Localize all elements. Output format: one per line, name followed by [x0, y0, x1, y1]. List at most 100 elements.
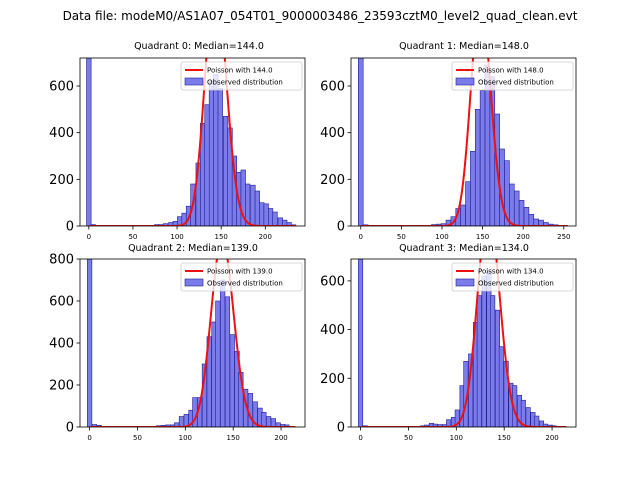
legend: Poisson with 134.0 Observed distribution: [451, 262, 574, 292]
x-tick-label: 150: [214, 233, 227, 241]
histogram-bar: [358, 58, 364, 226]
histogram-bar: [272, 211, 278, 226]
axes-frame: [350, 258, 577, 428]
panel-quadrant-0: Quadrant 0: Median=144.0 0 200 400 600 0 50 10…: [49, 41, 306, 241]
legend-bar-swatch: [184, 278, 204, 287]
histogram-bar: [509, 183, 515, 226]
legend-line-label: Poisson with 139.0: [207, 268, 273, 276]
x-tick-label: 50: [404, 434, 413, 442]
histogram-bar: [518, 200, 525, 226]
plot-area-quadrant-1: 0 200 400 600 0 50 100 150 200 250 Poisson with 14…: [320, 57, 577, 241]
y-tick-label: 0: [66, 220, 74, 235]
histogram-bar: [528, 214, 535, 226]
panel-quadrant-3: Quadrant 3: Median=134.0 0 200 400 600 0 50 10…: [320, 243, 577, 442]
histogram-bar: [224, 296, 231, 427]
histogram-bar: [208, 81, 215, 226]
histogram-bar: [490, 295, 496, 427]
x-tick-label: 150: [476, 233, 489, 241]
histogram-bar: [358, 259, 364, 427]
histogram-bar: [86, 259, 93, 427]
legend-bar-label: Observed distribution: [478, 280, 554, 288]
histogram-bar: [222, 116, 229, 226]
y-tick-label: 200: [320, 372, 345, 387]
histogram-bar: [534, 415, 540, 427]
histogram-bar: [470, 151, 476, 226]
x-tick-label: 0: [359, 233, 363, 241]
x-tick-label: 100: [179, 434, 192, 442]
x-tick-label: 0: [87, 233, 91, 241]
histogram-bar: [267, 208, 274, 226]
y-tick-label: 400: [320, 126, 345, 141]
x-tick-label: 50: [133, 434, 142, 442]
histogram-bar: [286, 222, 292, 226]
x-tick-label: 50: [128, 233, 137, 241]
plot-area-quadrant-0: 0 200 400 600 0 50 100 150 200 Poisson with 144.0…: [49, 57, 306, 241]
histogram-bar: [217, 88, 223, 226]
plot-area-quadrant-2: 0 200 400 600 800 0 50 100 150 200 Poisson with 13…: [49, 253, 306, 442]
histogram-bar: [86, 58, 92, 226]
plot-area-quadrant-3: 0 200 400 600 0 50 100 150 200 Poisson with 134.0…: [320, 258, 577, 442]
legend-bar-swatch: [184, 77, 204, 86]
y-tick-label: 200: [320, 173, 345, 188]
legend-box: [451, 262, 574, 292]
legend-line-label: Poisson with 134.0: [478, 268, 544, 276]
histogram-bar: [476, 295, 482, 427]
legend-bar-label: Observed distribution: [478, 79, 554, 87]
x-tick-label: 150: [227, 434, 240, 442]
poisson-curve: [361, 58, 568, 226]
x-tick-label: 100: [435, 233, 448, 241]
histogram-bar: [498, 346, 504, 427]
axes-frame: [79, 57, 306, 227]
histogram-bar: [437, 424, 443, 427]
y-tick-label: 200: [49, 173, 74, 188]
legend: Poisson with 139.0 Observed distribution: [180, 262, 303, 292]
panel-quadrant-2: Quadrant 2: Median=139.0 0 200 400 600 800 0 5…: [49, 243, 306, 442]
x-tick-label: 0: [87, 434, 91, 442]
legend-line-label: Poisson with 144.0: [207, 67, 273, 75]
histogram-bar: [245, 183, 251, 226]
histogram-bars: [86, 259, 290, 427]
histogram-bar: [204, 104, 210, 226]
histogram-bar: [259, 202, 265, 226]
y-tick-label: 0: [337, 421, 345, 436]
y-tick-label: 400: [49, 337, 74, 352]
y-tick-label: 600: [49, 295, 74, 310]
x-tick-label: 200: [517, 233, 530, 241]
histogram-bar: [250, 184, 256, 226]
legend: Poisson with 144.0 Observed distribution: [180, 61, 303, 91]
histogram-bar: [220, 279, 226, 427]
histogram-bar: [266, 416, 272, 427]
histogram-bar: [533, 218, 539, 226]
x-tick-label: 100: [450, 434, 463, 442]
legend-bar-swatch: [455, 77, 475, 86]
x-tick-label: 250: [557, 233, 570, 241]
histogram-bar: [263, 203, 269, 226]
y-tick-label: 600: [49, 80, 74, 95]
histogram-bar: [270, 418, 277, 427]
poisson-curve: [90, 259, 296, 427]
legend-line-label: Poisson with 148.0: [478, 67, 544, 75]
x-tick-label: 200: [274, 434, 287, 442]
histogram-bar: [474, 109, 481, 226]
y-tick-label: 0: [337, 220, 345, 235]
legend-box: [451, 61, 574, 91]
legend-bar-label: Observed distribution: [207, 280, 283, 288]
x-tick-label: 200: [259, 233, 272, 241]
histogram-bar: [215, 300, 221, 427]
y-tick-label: 800: [49, 253, 74, 268]
histogram-bar: [254, 190, 260, 226]
histogram-bar: [178, 416, 185, 427]
y-tick-label: 400: [320, 323, 345, 338]
histogram-bar: [525, 407, 531, 427]
y-tick-label: 0: [66, 421, 74, 436]
histogram-bar: [481, 275, 487, 427]
histogram-bar: [277, 217, 283, 226]
y-tick-label: 200: [49, 379, 74, 394]
x-tick-label: 50: [397, 233, 406, 241]
axes-frame: [350, 57, 577, 227]
panel-title-quadrant-1: Quadrant 1: Median=148.0: [399, 41, 529, 52]
y-tick-label: 400: [49, 126, 74, 141]
histogram-bar: [229, 334, 235, 427]
histogram-bar: [523, 207, 530, 226]
